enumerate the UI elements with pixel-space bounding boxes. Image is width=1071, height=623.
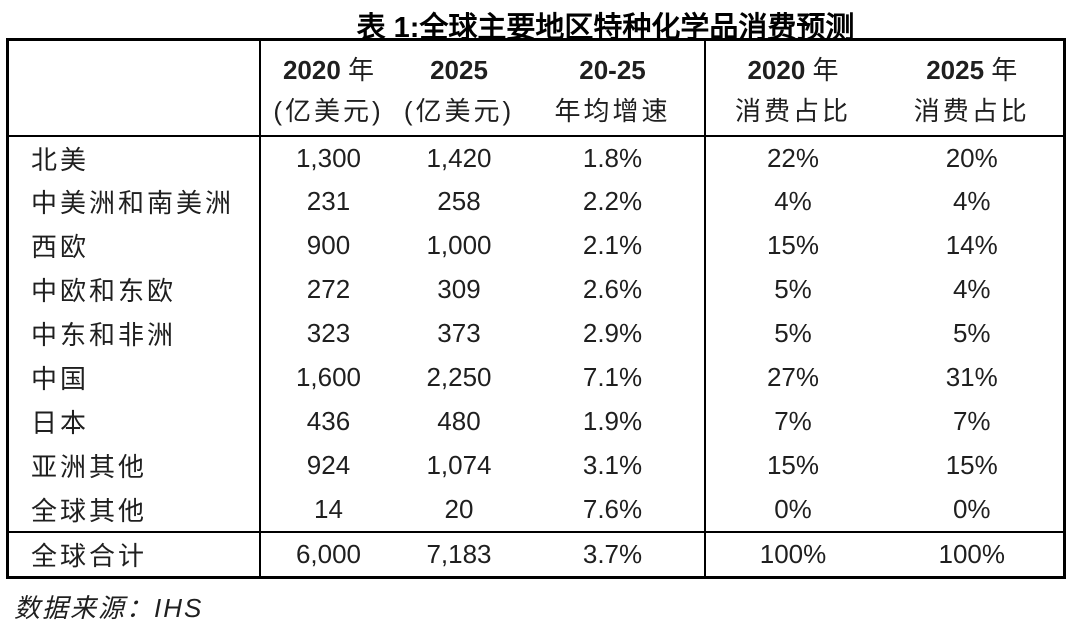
table-row: 日本 436 480 1.9% 7% 7% bbox=[8, 399, 1065, 444]
total-share-2025-cell: 100% bbox=[938, 538, 1006, 569]
cagr-cell: 2.2% bbox=[582, 186, 643, 216]
header-share-label: 消费占比 bbox=[734, 95, 851, 126]
cagr-cell: 3.1% bbox=[582, 450, 643, 480]
region-cell: 全球其他 bbox=[31, 495, 148, 526]
column-header-2020-amount: 2020 年 (亿美元) bbox=[258, 39, 397, 136]
column-header-2025-amount: 2025 (亿美元) bbox=[397, 40, 522, 136]
cagr-cell: 1.8% bbox=[582, 142, 643, 173]
header-year-2025: 2025 bbox=[430, 54, 488, 85]
region-cell: 西欧 bbox=[31, 232, 90, 262]
table-row: 全球其他 14 20 7.6% 0% 0% bbox=[8, 487, 1065, 532]
share-2020-cell: 5% bbox=[703, 311, 881, 356]
value-2020-cell: 1,600 bbox=[258, 355, 397, 400]
table-row: 西欧 900 1,000 2.1% 15% 14% bbox=[8, 223, 1065, 268]
header-year-2020: 2020 bbox=[282, 54, 341, 85]
value-2025-cell: 1,074 bbox=[426, 450, 492, 480]
value-2025-cell: 309 bbox=[437, 274, 481, 304]
header-unit-label: (亿美元) bbox=[403, 95, 515, 126]
total-value-2025-cell: 7,183 bbox=[426, 538, 492, 569]
region-cell: 北美 bbox=[31, 144, 90, 175]
share-2025-cell: 0% bbox=[952, 493, 991, 524]
share-2025-cell: 20% bbox=[945, 142, 998, 173]
cagr-cell: 7.1% bbox=[582, 362, 643, 392]
value-2025-cell: 258 bbox=[437, 186, 481, 216]
share-2025-cell: 5% bbox=[952, 318, 991, 348]
region-cell: 中国 bbox=[31, 364, 90, 394]
cagr-cell: 2.6% bbox=[582, 274, 643, 304]
consumption-forecast-table: 2020 年 (亿美元) 2025 (亿美元) 20-25 年均增速 2020 … bbox=[6, 38, 1066, 579]
header-year-2020: 2020 bbox=[747, 54, 806, 85]
share-2025-cell: 4% bbox=[952, 274, 991, 304]
total-cagr-cell: 3.7% bbox=[582, 538, 643, 569]
header-year-suffix: 年 bbox=[984, 54, 1018, 85]
cagr-cell: 2.9% bbox=[582, 318, 643, 348]
total-value-2020-cell: 6,000 bbox=[258, 531, 397, 578]
share-2020-cell: 7% bbox=[703, 399, 881, 444]
header-range-2025: 20-25 bbox=[579, 54, 646, 85]
table-row: 亚洲其他 924 1,074 3.1% 15% 15% bbox=[8, 443, 1065, 488]
header-share-label: 消费占比 bbox=[913, 95, 1030, 126]
value-2020-cell: 924 bbox=[258, 443, 397, 488]
data-source-note: 数据来源：IHS bbox=[14, 593, 204, 623]
value-2020-cell: 1,300 bbox=[258, 135, 397, 180]
column-header-2020-share: 2020 年 消费占比 bbox=[703, 39, 881, 136]
header-year-2025: 2025 bbox=[926, 54, 985, 85]
region-cell: 中欧和东欧 bbox=[31, 276, 177, 306]
cagr-cell: 1.9% bbox=[582, 406, 643, 436]
share-2025-cell: 4% bbox=[952, 186, 991, 216]
total-row: 全球合计 6,000 7,183 3.7% 100% 100% bbox=[7, 531, 1065, 578]
header-year-suffix: 年 bbox=[340, 54, 375, 85]
table-row: 北美 1,300 1,420 1.8% 22% 20% bbox=[8, 135, 1065, 180]
column-header-cagr: 20-25 年均增速 bbox=[522, 40, 705, 136]
share-2020-cell: 15% bbox=[703, 443, 881, 488]
value-2025-cell: 2,250 bbox=[426, 362, 492, 392]
share-2020-cell: 0% bbox=[703, 487, 881, 532]
share-2025-cell: 14% bbox=[945, 230, 998, 260]
value-2020-cell: 231 bbox=[258, 179, 397, 224]
value-2025-cell: 373 bbox=[437, 318, 481, 348]
table-row: 中美洲和南美洲 231 258 2.2% 4% 4% bbox=[8, 179, 1065, 224]
header-year-line: 2020 年 bbox=[707, 45, 881, 91]
value-2025-cell: 480 bbox=[437, 406, 481, 436]
value-2020-cell: 14 bbox=[258, 487, 397, 532]
header-year-suffix: 年 bbox=[805, 54, 839, 85]
value-2020-cell: 900 bbox=[258, 223, 397, 268]
cagr-cell: 2.1% bbox=[582, 230, 643, 260]
region-column-header bbox=[8, 40, 260, 136]
share-2025-cell: 7% bbox=[952, 406, 991, 436]
value-2020-cell: 436 bbox=[258, 399, 397, 444]
header-year-line: 2025 bbox=[397, 45, 522, 91]
table-title: 表 1:全球主要地区特种化学品消费预测 bbox=[356, 12, 855, 44]
share-2025-cell: 31% bbox=[945, 362, 998, 392]
value-2020-cell: 272 bbox=[258, 267, 397, 312]
share-2020-cell: 4% bbox=[703, 179, 881, 224]
value-2025-cell: 20 bbox=[444, 493, 474, 524]
value-2020-cell: 323 bbox=[258, 311, 397, 356]
share-2020-cell: 5% bbox=[703, 267, 881, 312]
header-year-line: 20-25 bbox=[522, 45, 704, 91]
header-unit-label: (亿美元) bbox=[273, 95, 384, 126]
table-row: 中国 1,600 2,250 7.1% 27% 31% bbox=[8, 355, 1065, 400]
share-2025-cell: 15% bbox=[945, 450, 998, 480]
total-share-2020-cell: 100% bbox=[703, 531, 881, 578]
region-cell: 亚洲其他 bbox=[31, 452, 148, 482]
column-header-2025-share: 2025 年 消费占比 bbox=[881, 40, 1065, 136]
table-row: 中东和非洲 323 373 2.9% 5% 5% bbox=[8, 311, 1065, 356]
region-cell: 中美洲和南美洲 bbox=[31, 188, 235, 218]
header-year-line: 2020 年 bbox=[262, 45, 397, 91]
cagr-cell: 7.6% bbox=[582, 493, 643, 524]
share-2020-cell: 27% bbox=[703, 355, 881, 400]
region-cell: 日本 bbox=[31, 408, 90, 438]
value-2025-cell: 1,420 bbox=[426, 142, 492, 173]
region-cell: 中东和非洲 bbox=[31, 320, 177, 350]
header-growth-label: 年均增速 bbox=[554, 95, 671, 126]
table-row: 中欧和东欧 272 309 2.6% 5% 4% bbox=[8, 267, 1065, 312]
share-2020-cell: 22% bbox=[703, 135, 881, 180]
header-row: 2020 年 (亿美元) 2025 (亿美元) 20-25 年均增速 2020 … bbox=[7, 39, 1065, 136]
share-2020-cell: 15% bbox=[703, 223, 881, 268]
header-year-line: 2025 年 bbox=[881, 45, 1064, 91]
total-region-cell: 全球合计 bbox=[31, 540, 148, 571]
value-2025-cell: 1,000 bbox=[426, 230, 492, 260]
